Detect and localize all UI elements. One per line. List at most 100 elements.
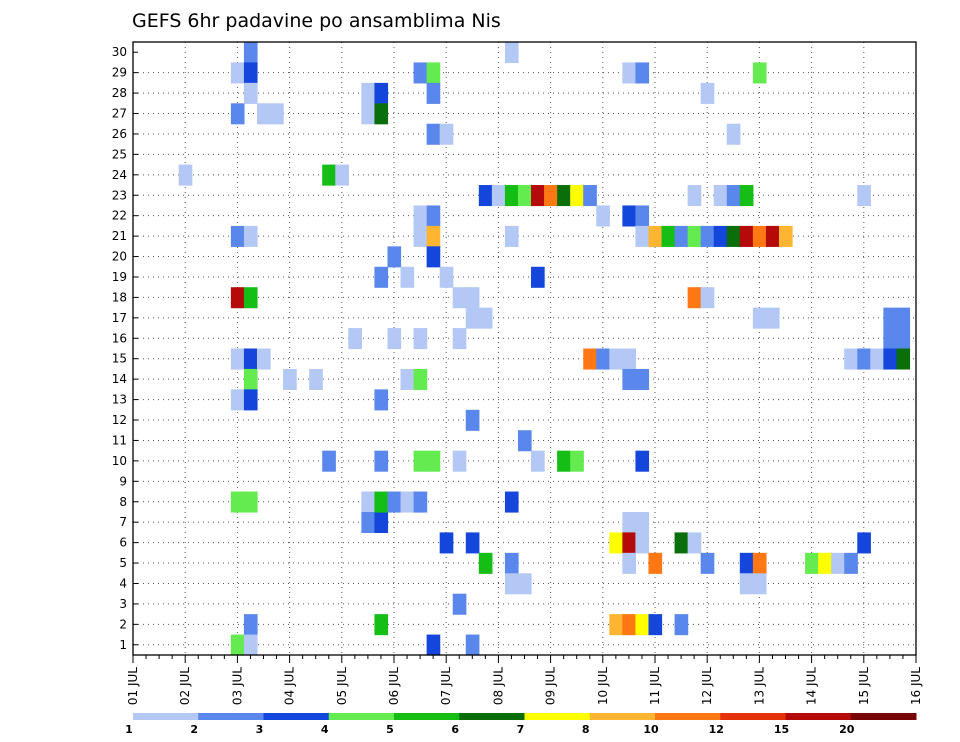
heatmap-cell xyxy=(752,62,767,84)
heatmap-cell xyxy=(413,491,428,513)
heatmap-cell xyxy=(687,225,702,247)
heatmap-cell xyxy=(504,185,519,207)
heatmap-cell xyxy=(426,450,441,472)
heatmap-cell xyxy=(243,287,258,309)
heatmap-cell xyxy=(439,266,454,288)
colorbar-label: 5 xyxy=(386,723,394,736)
colorbar-segment xyxy=(655,713,721,720)
y-tick-label: 3 xyxy=(119,597,127,611)
heatmap-cell xyxy=(243,634,258,656)
y-tick-label: 17 xyxy=(112,311,127,325)
heatmap-cell xyxy=(400,368,415,390)
heatmap-cell xyxy=(583,348,597,370)
heatmap-cell xyxy=(752,552,767,574)
heatmap-cell xyxy=(739,225,754,247)
heatmap-cell xyxy=(374,614,389,636)
heatmap-cell xyxy=(426,62,441,84)
heatmap-cell xyxy=(413,450,428,472)
x-tick-label: 03 JUL xyxy=(230,667,244,705)
heatmap-cell xyxy=(387,246,402,268)
heatmap-cell xyxy=(752,307,767,329)
heatmap-cell xyxy=(596,205,610,227)
heatmap-cell xyxy=(674,532,689,554)
heatmap-cell xyxy=(857,348,871,370)
x-tick-label: 04 JUL xyxy=(283,667,297,705)
y-tick-label: 1 xyxy=(119,638,127,652)
heatmap-cell xyxy=(243,491,258,513)
heatmap-cell xyxy=(413,328,428,350)
y-tick-label: 18 xyxy=(112,290,127,304)
heatmap-cell xyxy=(818,552,832,574)
heatmap-cell xyxy=(596,348,610,370)
heatmap-cell xyxy=(622,552,637,574)
heatmap-cell xyxy=(700,225,715,247)
heatmap-cell xyxy=(426,82,441,104)
heatmap-cell xyxy=(243,348,258,370)
heatmap-cell xyxy=(857,532,871,554)
heatmap-cell xyxy=(322,164,336,186)
heatmap-cell xyxy=(230,287,245,309)
heatmap-cell xyxy=(844,348,858,370)
heatmap-cell xyxy=(465,287,480,309)
heatmap-cell xyxy=(374,266,389,288)
heatmap-cell xyxy=(765,225,780,247)
heatmap-cell xyxy=(478,185,493,207)
y-tick-label: 27 xyxy=(112,107,127,121)
colorbar-label: 15 xyxy=(774,723,789,736)
heatmap-cell xyxy=(283,368,297,390)
heatmap-cell xyxy=(309,368,323,390)
heatmap-cell xyxy=(713,185,728,207)
heatmap-cell xyxy=(661,225,676,247)
x-tick-label: 15 JUL xyxy=(857,667,871,705)
y-tick-label: 26 xyxy=(112,127,127,141)
heatmap-cell xyxy=(439,532,454,554)
heatmap-cell xyxy=(726,225,741,247)
colorbar-segment xyxy=(589,713,656,720)
heatmap-cell xyxy=(583,185,597,207)
heatmap-cell xyxy=(609,614,623,636)
heatmap-cell xyxy=(452,450,467,472)
x-tick-label: 09 JUL xyxy=(544,667,558,705)
x-tick-label: 02 JUL xyxy=(178,667,192,705)
colorbar-label: 7 xyxy=(517,723,525,736)
heatmap-cell xyxy=(870,348,884,370)
colorbar-segment xyxy=(328,713,395,720)
heatmap-cell xyxy=(270,103,284,125)
heatmap-cell xyxy=(256,348,271,370)
colorbar-segment xyxy=(720,713,786,720)
heatmap-cell xyxy=(230,389,245,411)
colorbar-segment xyxy=(133,713,199,720)
x-tick-label: 11 JUL xyxy=(648,667,662,705)
heatmap-cell xyxy=(478,552,493,574)
heatmap-cell xyxy=(674,225,689,247)
heatmap-cells xyxy=(178,42,911,656)
heatmap-cell xyxy=(700,552,715,574)
heatmap-cell xyxy=(765,307,780,329)
heatmap-cell xyxy=(752,573,767,595)
colorbar-label: 12 xyxy=(709,723,724,736)
heatmap-cell xyxy=(504,491,519,513)
colorbar-segment xyxy=(394,713,460,720)
heatmap-cell xyxy=(622,511,637,533)
heatmap-cell xyxy=(752,225,767,247)
x-tick-label: 06 JUL xyxy=(387,667,401,705)
heatmap-cell xyxy=(230,491,245,513)
heatmap-cell xyxy=(609,532,623,554)
colorbar-label: 2 xyxy=(190,723,198,736)
heatmap-cell xyxy=(517,430,532,452)
heatmap-cell xyxy=(648,552,663,574)
x-tick-label: 08 JUL xyxy=(491,667,505,705)
heatmap-cell xyxy=(635,614,650,636)
heatmap-cell xyxy=(504,42,519,64)
heatmap-cell xyxy=(883,348,898,370)
x-axis: 01 JUL 02 JUL 03 JUL 04 JUL 05 JUL 06 JUL 07 J… xyxy=(126,655,923,705)
y-tick-label: 12 xyxy=(112,413,127,427)
x-tick-label: 05 JUL xyxy=(335,667,349,705)
y-tick-label: 19 xyxy=(112,270,127,284)
heatmap-cell xyxy=(413,62,428,84)
colorbar-segment xyxy=(785,713,852,720)
heatmap-cell xyxy=(622,614,637,636)
heatmap-cell xyxy=(517,573,532,595)
y-tick-label: 23 xyxy=(112,188,127,202)
